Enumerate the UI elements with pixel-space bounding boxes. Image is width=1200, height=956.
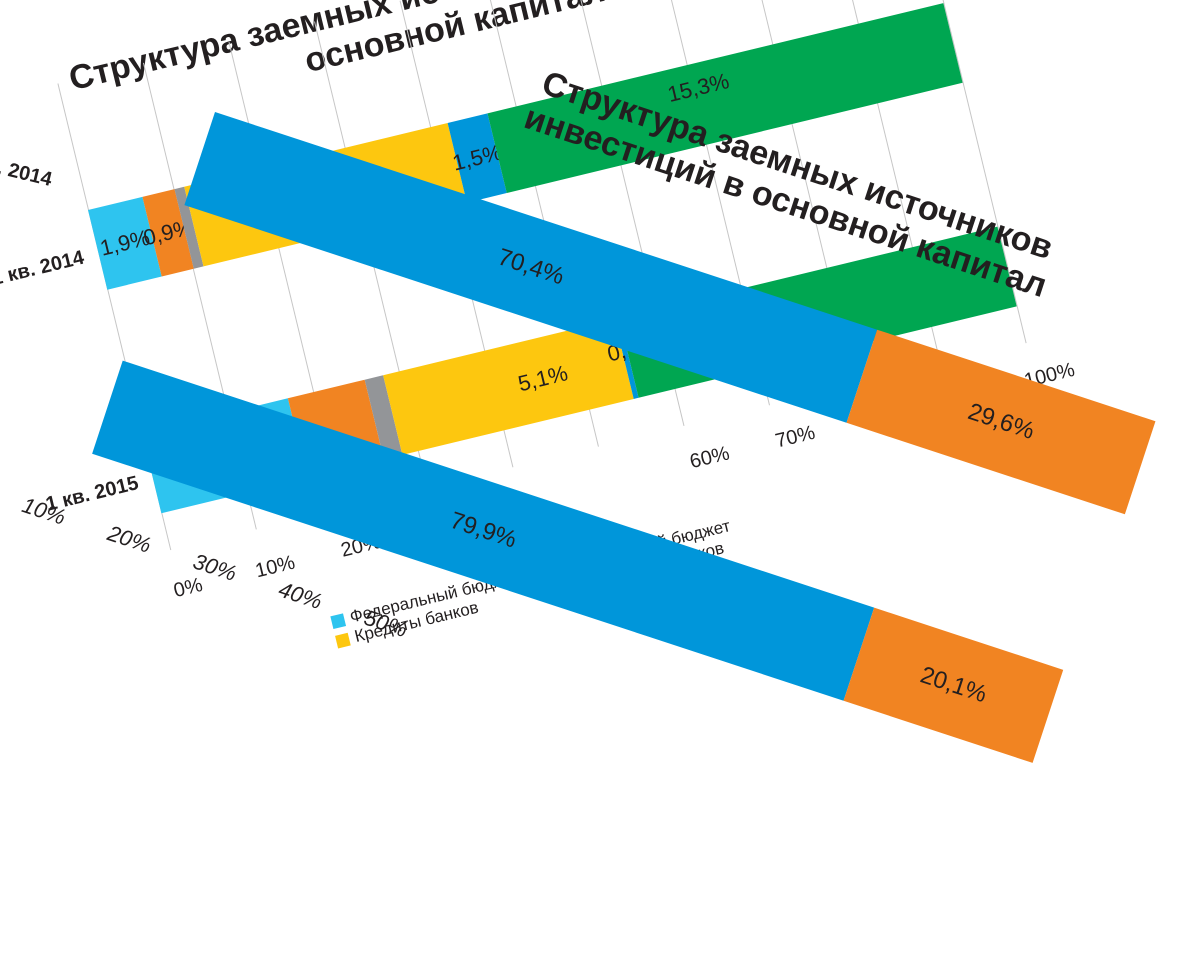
x-tick: 20% <box>104 520 155 558</box>
x-tick: 40% <box>275 576 326 615</box>
chart-layer-b: Структура заемных источников инвестиций … <box>19 64 1156 763</box>
x-tick: 30% <box>190 548 240 586</box>
bar-segment-regional: 29,6% <box>846 329 1156 515</box>
chart-b-plane: Структура заемных источников инвестиций … <box>19 64 1165 956</box>
bar-segment-regional: 20,1% <box>843 607 1064 763</box>
x-tick: 50% <box>361 604 411 643</box>
bar-segment-shareholders: 79,9% <box>92 360 875 701</box>
x-tick: 10% <box>19 492 69 530</box>
